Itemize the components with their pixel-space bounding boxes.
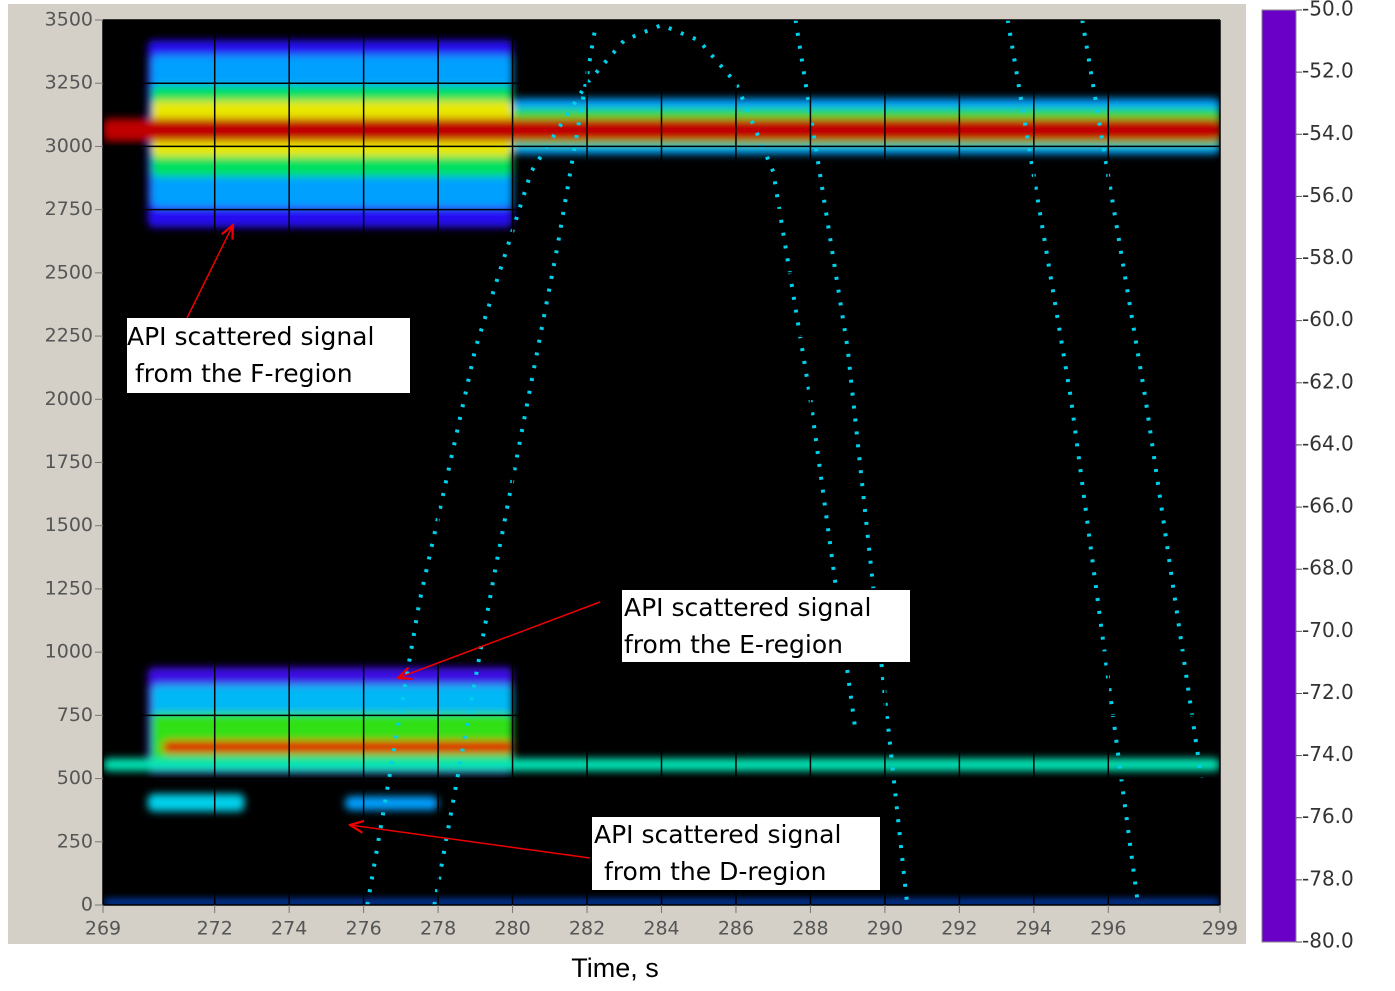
- annotation-text: API scattered signal: [624, 593, 871, 622]
- colorbar-tick-label: -50.0: [1302, 0, 1354, 21]
- x-tick-label: 272: [197, 918, 233, 940]
- x-tick-label: 276: [346, 918, 382, 940]
- arrow: [350, 825, 591, 859]
- x-tick-label: 280: [494, 918, 530, 940]
- x-tick-label: 294: [1016, 918, 1052, 940]
- annotation-text: API scattered signal: [127, 322, 374, 351]
- arrow: [398, 601, 601, 678]
- annotation-box: [622, 590, 910, 662]
- x-tick-label: 288: [792, 918, 828, 940]
- annotation: API scattered signal from the E-region: [398, 590, 910, 678]
- colorbar-tick-label: -56.0: [1302, 183, 1354, 207]
- y-tick-label: 2250: [45, 325, 93, 347]
- colorbar-tick-label: -66.0: [1302, 494, 1354, 518]
- x-axis-title: Time, s: [571, 953, 659, 983]
- annotation: API scattered signal from the F-region: [127, 225, 410, 393]
- colorbar-tick-label: -78.0: [1302, 866, 1354, 890]
- y-tick-label: 3500: [45, 9, 93, 31]
- x-tick-label: 290: [867, 918, 903, 940]
- colorbar-tick-label: -68.0: [1302, 556, 1354, 580]
- arrow: [186, 225, 233, 319]
- signal-region: [345, 796, 439, 811]
- colorbar-tick-label: -54.0: [1302, 121, 1354, 145]
- axes: 0 250 500 750 1000 1250 1500 1750 2000 2250 2500 27…: [45, 9, 1238, 940]
- colorbar-tick-label: -72.0: [1302, 680, 1354, 704]
- signal-region: [147, 793, 245, 812]
- annotation-text: API scattered signal: [594, 820, 841, 849]
- y-tick-label: 1500: [45, 514, 93, 536]
- y-tick-label: 1750: [45, 451, 93, 473]
- colorbar-tick-label: -52.0: [1302, 59, 1354, 83]
- x-tick-label: 282: [569, 918, 605, 940]
- x-tick-label: 269: [85, 918, 121, 940]
- y-tick-label: 250: [57, 830, 93, 852]
- x-tick-label: 292: [941, 918, 977, 940]
- colorbar-tick-label: -58.0: [1302, 245, 1354, 269]
- y-tick-label: 3000: [45, 135, 93, 157]
- colorbar: -50.0 -52.0 -54.0 -56.0 -58.0 -60.0 -62.0 -64.0…: [1261, 0, 1354, 953]
- y-tick-label: 2500: [45, 261, 93, 283]
- x-tick-label: 299: [1202, 918, 1238, 940]
- colorbar-tick-label: -64.0: [1302, 431, 1354, 455]
- annotation-text: from the D-region: [604, 857, 826, 886]
- x-tick-label: 284: [643, 918, 679, 940]
- annotation-text: from the F-region: [135, 359, 353, 388]
- annotation: API scattered signal from the D-region: [350, 817, 880, 890]
- colorbar-tick-label: -62.0: [1302, 369, 1354, 393]
- y-tick-label: 1000: [45, 641, 93, 663]
- y-tick-label: 750: [57, 704, 93, 726]
- x-tick-label: 286: [718, 918, 754, 940]
- colorbar-tick-label: -70.0: [1302, 618, 1354, 642]
- y-tick-label: 500: [57, 767, 93, 789]
- signal-region: [162, 740, 513, 754]
- signal-region: [151, 712, 513, 761]
- y-tick-label: 2750: [45, 198, 93, 220]
- y-tick-label: 0: [81, 894, 93, 916]
- colorbar-scale: [1261, 9, 1297, 943]
- colorbar-tick-label: -80.0: [1302, 929, 1354, 953]
- annotation-box: [592, 817, 880, 890]
- colorbar-tick-label: -76.0: [1302, 804, 1354, 828]
- y-tick-label: 1250: [45, 577, 93, 599]
- colorbar-tick-label: -74.0: [1302, 742, 1354, 766]
- x-tick-label: 278: [420, 918, 456, 940]
- annotation-text: from the E-region: [624, 630, 843, 659]
- y-tick-label: 3250: [45, 72, 93, 94]
- x-tick-label: 274: [271, 918, 307, 940]
- x-tick-label: 296: [1090, 918, 1126, 940]
- y-tick-label: 2000: [45, 388, 93, 410]
- annotation-box: [127, 318, 410, 393]
- colorbar-tick-label: -60.0: [1302, 307, 1354, 331]
